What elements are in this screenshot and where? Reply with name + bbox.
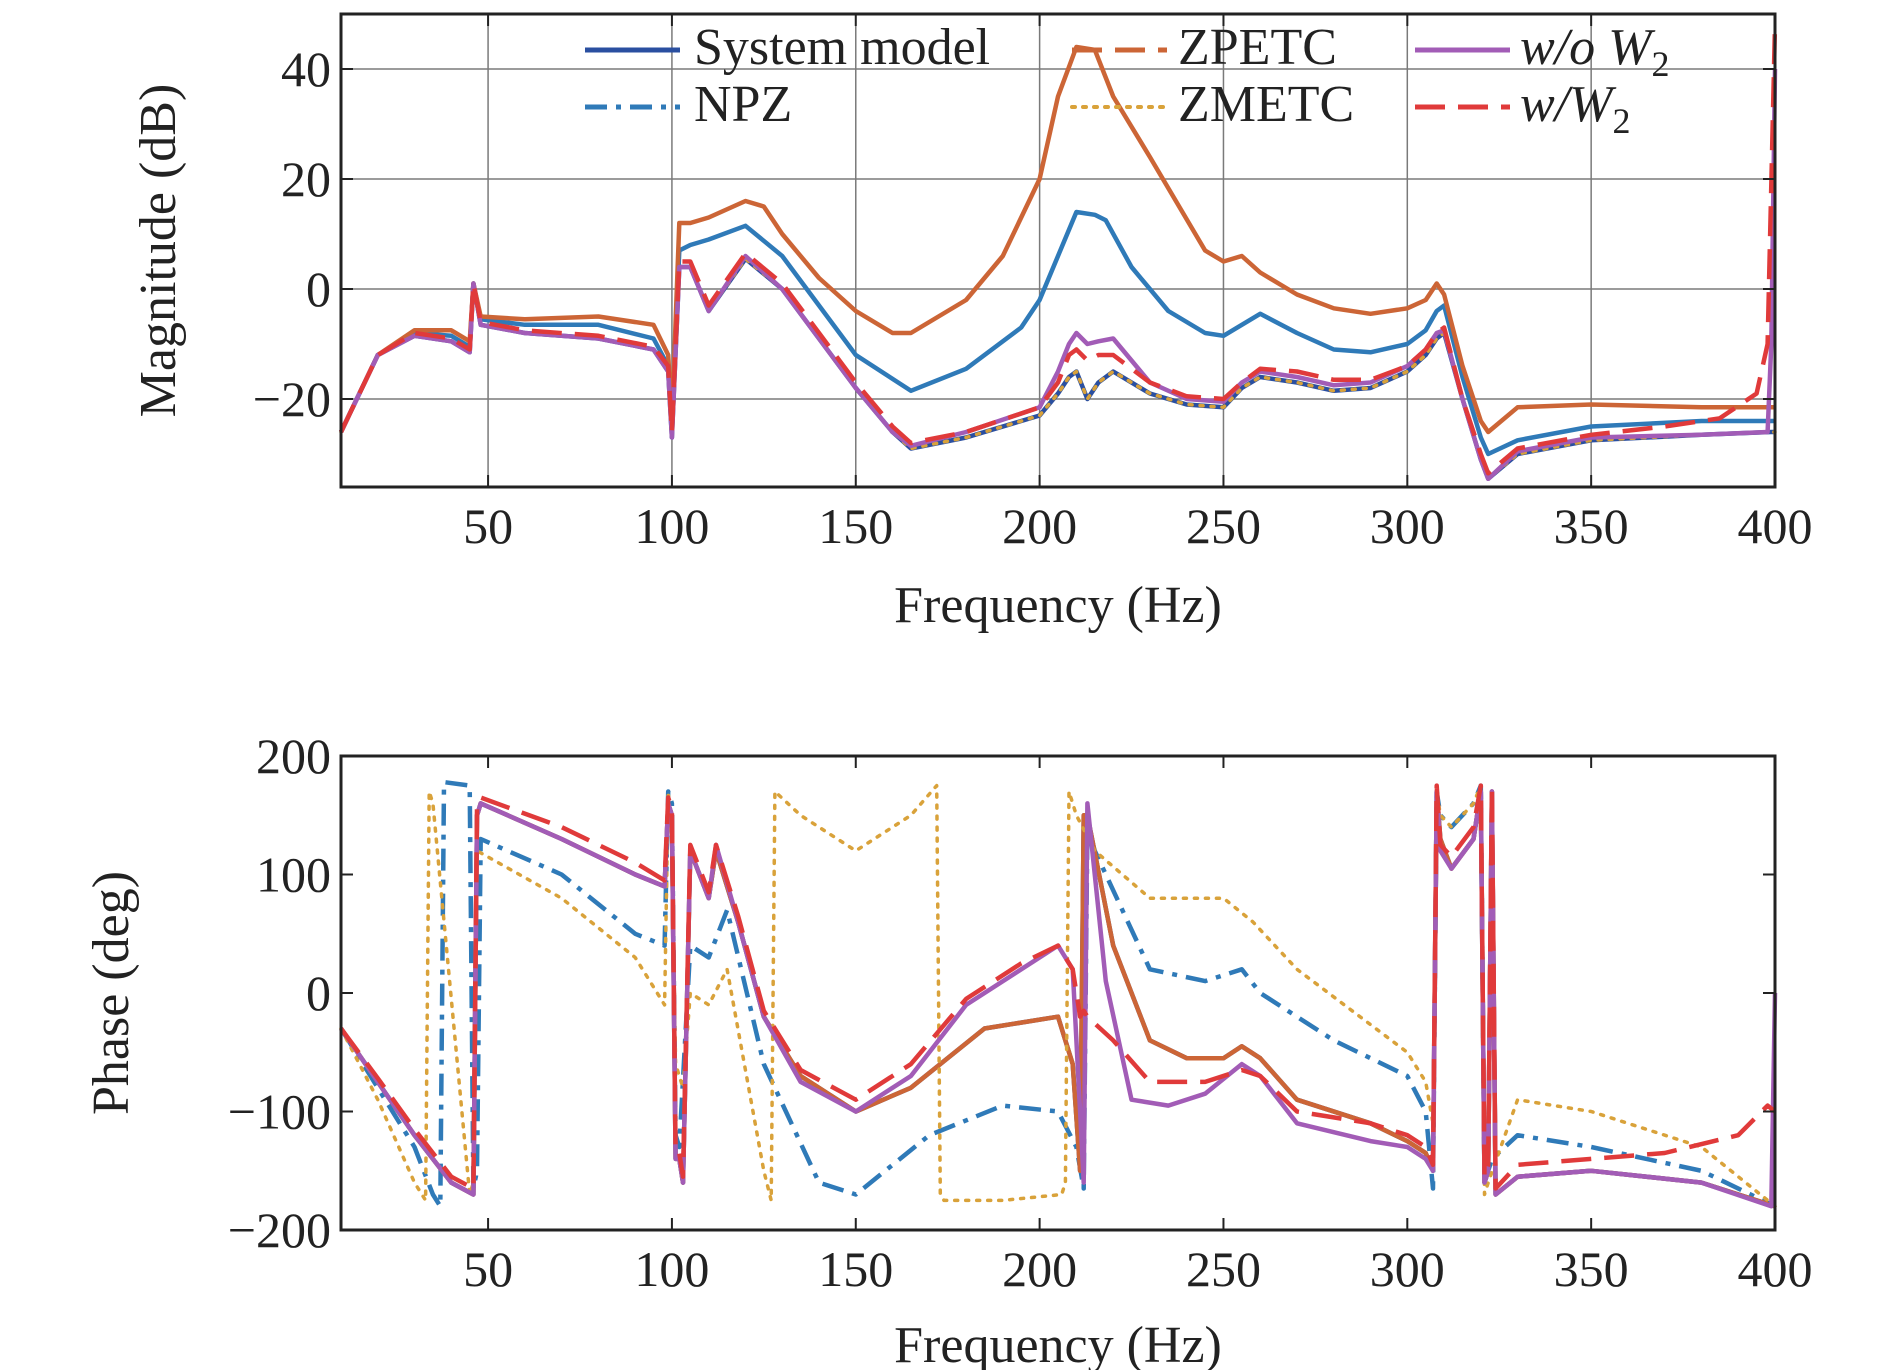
y-tick-label: 40: [281, 41, 331, 97]
y-tick-label: 200: [256, 728, 331, 784]
legend-entry-zpetc: ZPETC: [1072, 19, 1337, 76]
x-tick-label: 250: [1186, 1241, 1261, 1297]
x-tick-label: 200: [1002, 1241, 1077, 1297]
series-line-w: [338, 24, 1778, 476]
phase-x-axis-label: Frequency (Hz): [894, 1317, 1222, 1370]
legend-label-npz: NPZ: [694, 76, 792, 133]
magnitude-grid: [341, 14, 1776, 487]
x-tick-label: 400: [1738, 1241, 1813, 1297]
x-tick-label: 350: [1554, 498, 1629, 554]
x-tick-label: 50: [463, 498, 513, 554]
legend-label-system-model: System model: [694, 19, 990, 76]
legend-entry-system-model: System model: [585, 19, 990, 76]
series-line-zmetc: [339, 783, 1777, 1209]
x-tick-label: 50: [463, 1241, 513, 1297]
legend: System model NPZ ZPETC ZMETC w/o W2 w/W2: [585, 19, 1669, 141]
legend-entry-with-w2: w/W2: [1415, 76, 1630, 141]
x-tick-label: 100: [634, 498, 709, 554]
magnitude-plot: 50 100 150 200 250 300 350 400 −20 0 20 40 Frequenc…: [130, 12, 1813, 634]
series-line-w: [339, 783, 1777, 1191]
series-line-zpetc: [338, 44, 1775, 435]
x-tick-label: 250: [1186, 498, 1261, 554]
phase-series: [339, 779, 1778, 1209]
series-line-npz: [338, 209, 1775, 457]
x-tick-label: 300: [1370, 1241, 1445, 1297]
y-tick-label: 0: [306, 965, 331, 1021]
series-line-npz: [339, 779, 1776, 1209]
y-tick-label: 100: [256, 847, 331, 903]
x-tick-label: 350: [1554, 1241, 1629, 1297]
legend-label-zmetc: ZMETC: [1178, 76, 1354, 133]
x-tick-label: 200: [1002, 498, 1077, 554]
phase-plot: 50 100 150 200 250 300 350 400 −200 −100 0 100 200 F…: [83, 728, 1813, 1370]
magnitude-axes-frame: [339, 12, 1777, 489]
x-tick-label: 300: [1370, 498, 1445, 554]
legend-label-without-w2: w/o W2: [1520, 19, 1669, 84]
y-tick-label: −100: [228, 1084, 331, 1140]
y-tick-label: 20: [281, 151, 331, 207]
magnitude-y-axis-label: Magnitude (dB): [130, 84, 187, 418]
magnitude-series: [338, 24, 1778, 482]
y-tick-label: −200: [228, 1202, 331, 1258]
x-tick-label: 400: [1738, 498, 1813, 554]
legend-label-with-w2: w/W2: [1520, 76, 1630, 141]
phase-y-axis-label: Phase (deg): [83, 871, 140, 1115]
x-tick-label: 150: [818, 1241, 893, 1297]
x-tick-label: 100: [634, 1241, 709, 1297]
y-tick-label: −20: [253, 371, 331, 427]
y-tick-label: 0: [306, 261, 331, 317]
phase-ticks: 50 100 150 200 250 300 350 400 −200 −100 0 100 200: [228, 728, 1813, 1297]
x-tick-label: 150: [818, 498, 893, 554]
legend-label-zpetc: ZPETC: [1178, 19, 1337, 76]
magnitude-x-axis-label: Frequency (Hz): [894, 577, 1222, 634]
magnitude-ticks: 50 100 150 200 250 300 350 400 −20 0 20 40: [253, 14, 1813, 554]
legend-entry-npz: NPZ: [585, 76, 792, 133]
legend-entry-zmetc: ZMETC: [1070, 76, 1354, 133]
phase-axes-frame: [339, 754, 1777, 1232]
legend-entry-without-w2: w/o W2: [1415, 19, 1669, 84]
